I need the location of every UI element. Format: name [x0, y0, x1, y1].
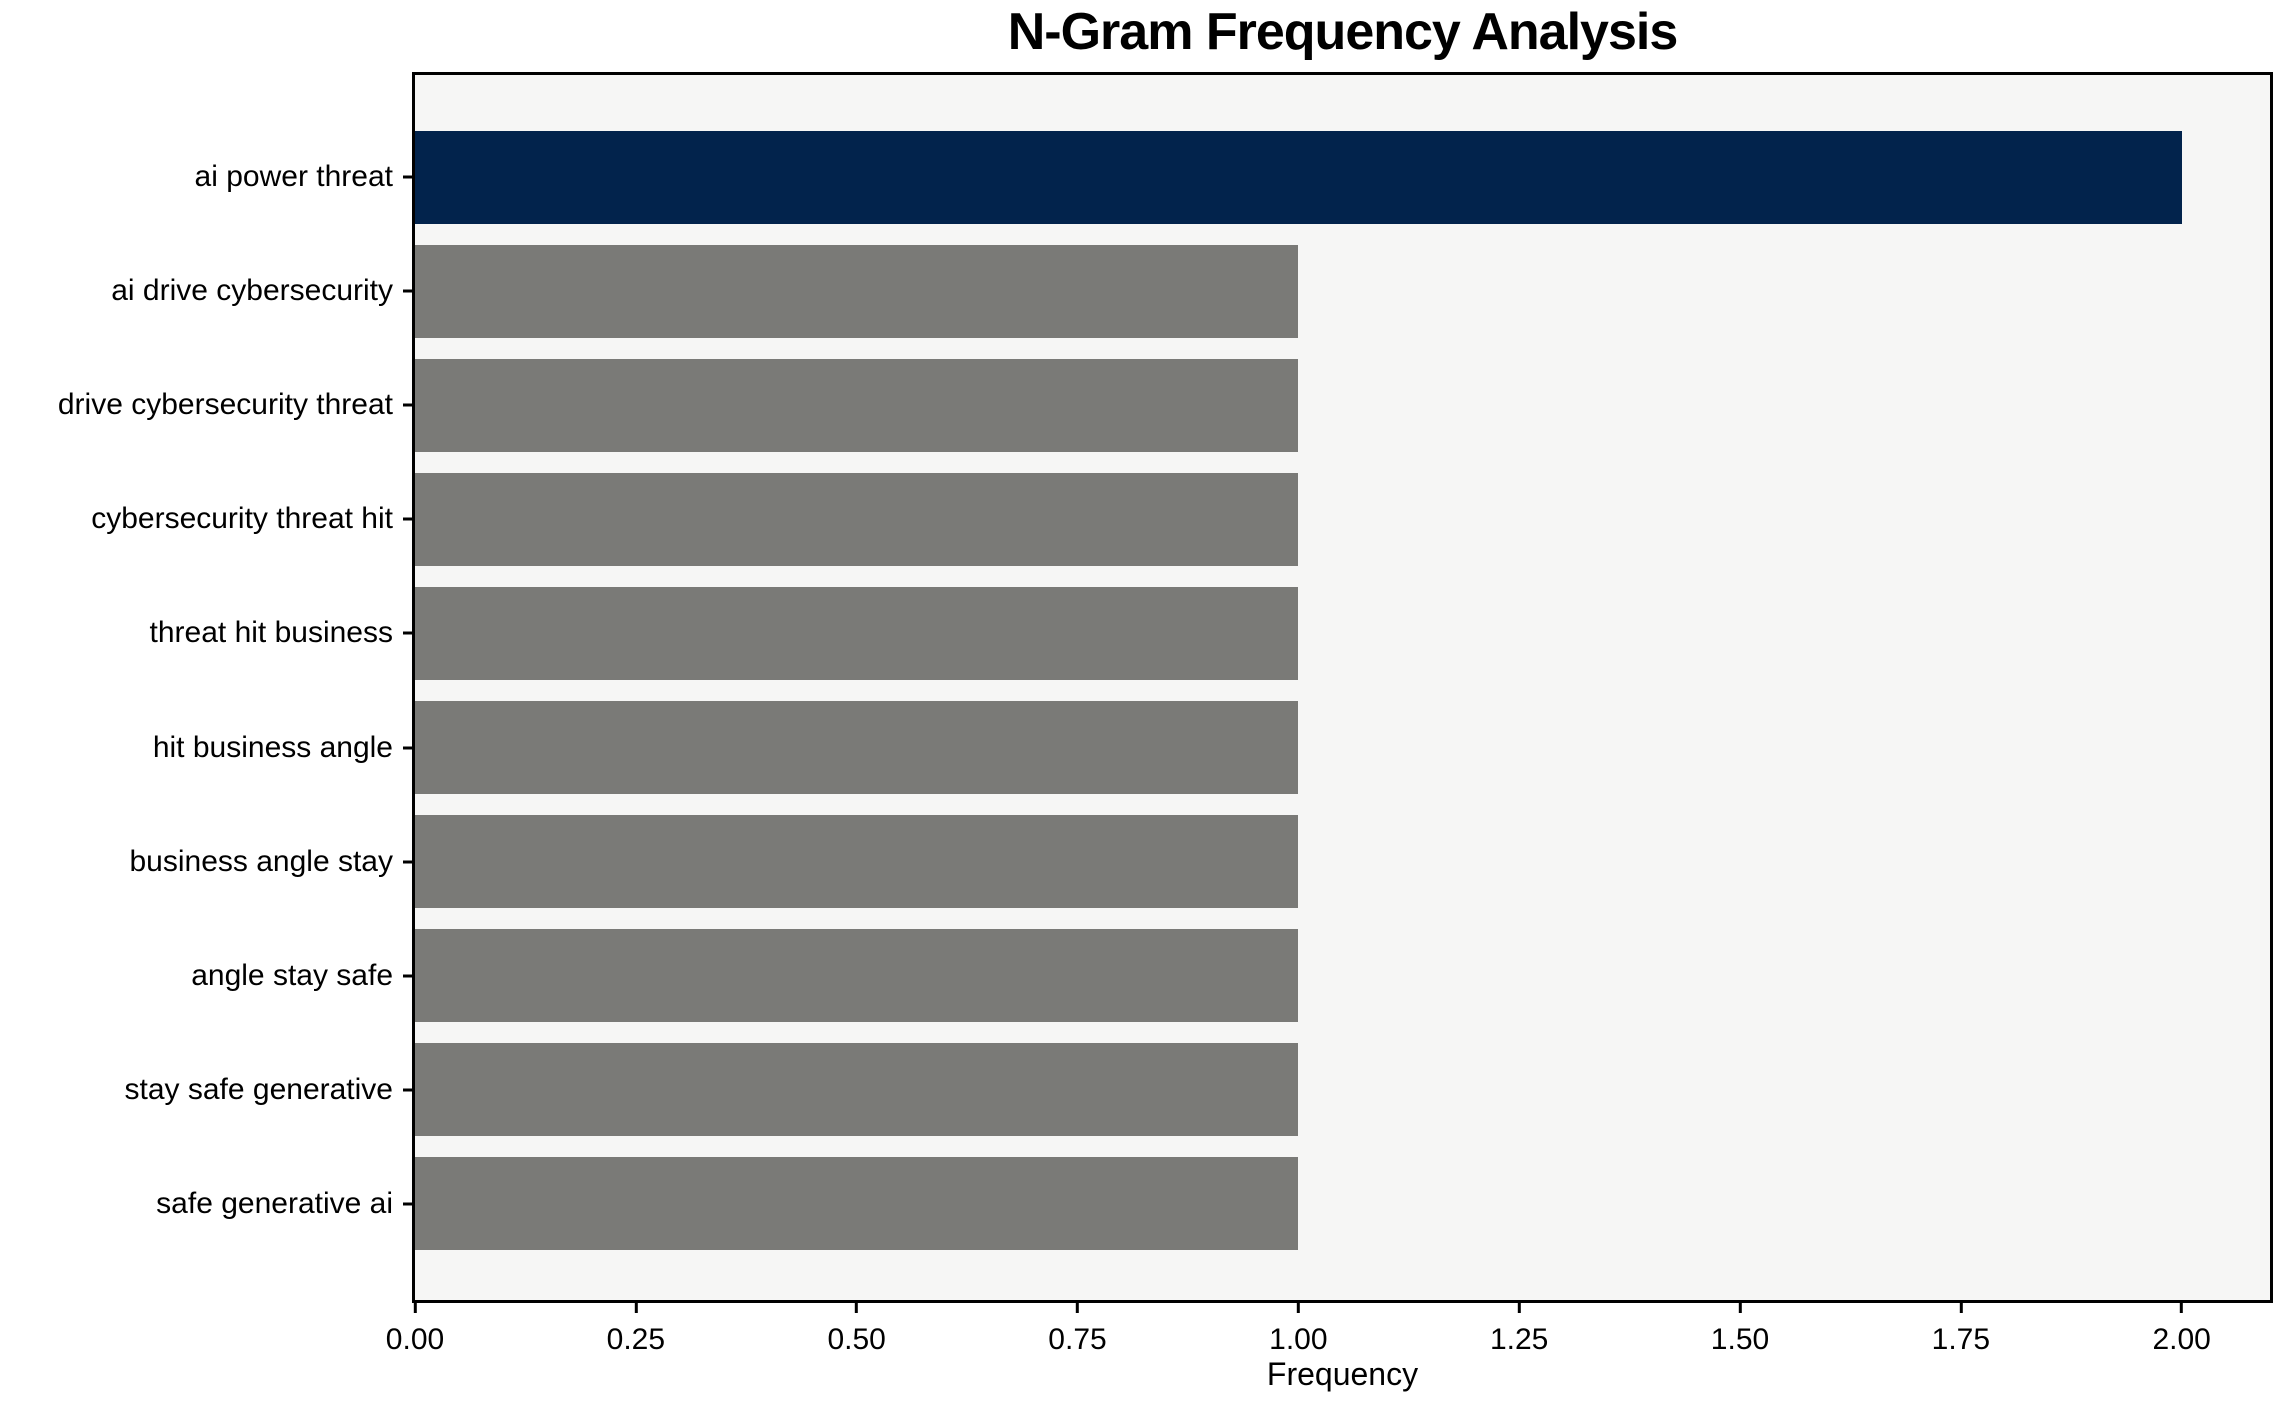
- x-tick: 0.25: [607, 1303, 665, 1357]
- x-tick-label: 2.00: [2152, 1323, 2211, 1356]
- y-tick-label: angle stay safe: [191, 958, 393, 992]
- x-tick-label: 1.25: [1489, 1323, 1549, 1356]
- x-tick-mark: [1517, 1303, 1521, 1313]
- bar-row: ai power threat: [195, 120, 2270, 234]
- y-tick-mark: [403, 403, 412, 407]
- x-tick: 0.00: [386, 1303, 444, 1357]
- x-tick-mark: [1959, 1303, 1963, 1313]
- x-tick-label: 1.75: [1931, 1323, 1991, 1356]
- plot-area: ai power threat ai drive cybersecurity dri…: [58, 72, 2273, 1356]
- bar-row: threat hit business: [150, 576, 2270, 690]
- x-tick: 0.75: [1048, 1303, 1107, 1357]
- bar: [415, 130, 2182, 224]
- x-tick: 1.50: [1711, 1303, 1769, 1357]
- bar: [415, 358, 1299, 452]
- x-tick-mark: [2180, 1303, 2184, 1313]
- y-tick-label: drive cybersecurity threat: [57, 388, 393, 422]
- x-tick-mark: [1738, 1303, 1742, 1313]
- bar: [415, 244, 1299, 338]
- x-tick-label: 0.25: [606, 1323, 666, 1356]
- y-tick-mark: [403, 860, 412, 864]
- bar-row: stay safe generative: [125, 1033, 2270, 1147]
- bar-row: hit business angle: [153, 690, 2270, 804]
- y-tick-label: ai power threat: [194, 160, 393, 194]
- x-tick-label: 0.75: [1048, 1323, 1107, 1356]
- x-tick-mark: [1075, 1303, 1079, 1313]
- x-tick: 2.00: [2152, 1303, 2211, 1357]
- y-tick-mark: [403, 631, 412, 635]
- y-tick-mark: [403, 175, 412, 179]
- bar: [415, 701, 1299, 795]
- x-tick-mark: [1296, 1303, 1300, 1313]
- y-tick-mark: [403, 746, 412, 750]
- y-tick-mark: [403, 517, 412, 521]
- bars-container: ai power threat ai drive cybersecurity dri…: [58, 75, 2270, 1300]
- bar-row: drive cybersecurity threat: [58, 348, 2270, 462]
- y-tick-label: hit business angle: [152, 730, 393, 764]
- bar-row: cybersecurity threat hit: [91, 462, 2270, 576]
- bar-row: business angle stay: [130, 805, 2270, 919]
- bar: [415, 1157, 1299, 1251]
- y-tick-label: business angle stay: [129, 844, 394, 878]
- y-tick-mark: [403, 289, 412, 293]
- bar-row: safe generative ai: [156, 1147, 2270, 1261]
- bar-row: angle stay safe: [191, 919, 2270, 1033]
- bar: [415, 472, 1299, 566]
- x-tick: 1.75: [1932, 1303, 1990, 1357]
- y-tick-mark: [403, 974, 412, 978]
- chart-title: N-Gram Frequency Analysis: [1007, 3, 1679, 61]
- y-tick-mark: [403, 1088, 412, 1092]
- x-tick-label: 0.00: [385, 1323, 445, 1356]
- bar: [415, 815, 1299, 909]
- x-tick: 1.25: [1490, 1303, 1548, 1357]
- y-tick-label: safe generative ai: [156, 1186, 393, 1220]
- x-tick-label: 1.00: [1269, 1323, 1328, 1356]
- x-tick-mark: [413, 1303, 417, 1313]
- y-tick-mark: [403, 1202, 412, 1206]
- y-tick-label: cybersecurity threat hit: [91, 502, 393, 536]
- bar: [415, 1043, 1299, 1137]
- y-tick-label: stay safe generative: [124, 1072, 394, 1106]
- bar-row: ai drive cybersecurity: [111, 234, 2270, 348]
- y-tick-label: ai drive cybersecurity: [111, 274, 393, 308]
- x-axis-label: Frequency: [1266, 1356, 1419, 1392]
- x-tick-label: 0.50: [827, 1323, 886, 1356]
- bar: [415, 586, 1299, 680]
- x-tick: 0.50: [827, 1303, 886, 1357]
- y-tick-label: threat hit business: [149, 616, 393, 650]
- x-tick-mark: [634, 1303, 638, 1313]
- bar: [415, 929, 1299, 1023]
- x-tick-label: 1.50: [1710, 1323, 1770, 1356]
- x-tick-mark: [855, 1303, 859, 1313]
- x-tick: 1.00: [1269, 1303, 1328, 1357]
